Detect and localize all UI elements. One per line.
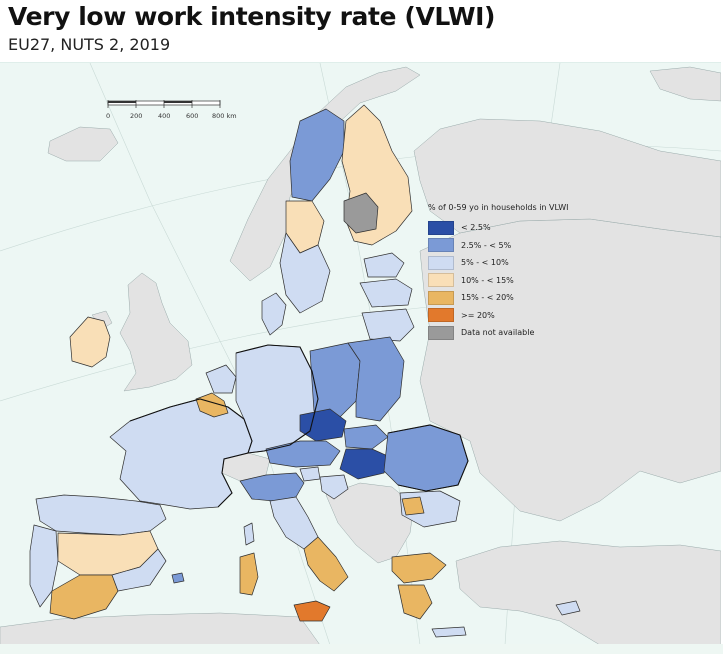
scale-tick-label: 400 [158,112,171,120]
region-denmark [261,292,287,336]
region-czechia [299,408,347,442]
legend-item: Data not available [428,324,569,342]
region-italy-centre [269,496,319,550]
region-aland [343,192,379,234]
iceland [47,126,119,162]
region-netherlands [205,364,237,394]
region-belgium [195,392,229,418]
legend-swatch [428,273,454,288]
legend-label: >= 20% [461,310,495,320]
legend-label: 2.5% - < 5% [461,240,512,250]
region-murcia-valencia [111,548,167,592]
region-latvia [359,278,413,308]
region-iberia-north [35,494,167,536]
legend-label: < 2.5% [461,223,491,233]
legend-label: 15% - < 20% [461,293,514,303]
region-portugal [29,524,59,608]
legend-label: 10% - < 15% [461,275,514,285]
region-austria [265,440,341,468]
legend-title: % of 0-59 yo in households in VLWI [428,203,569,212]
region-lithuania [361,308,415,342]
region-poland-west [309,342,361,422]
legend-swatch [428,238,454,253]
region-sicily [293,600,331,622]
legend-swatch [428,325,454,340]
western-balkans [325,482,415,564]
legend-item: 10% - < 15% [428,272,569,290]
scale-bar-graphic [107,100,221,108]
scale-tick-label: 600 [186,112,199,120]
region-crete [431,626,467,638]
great-britain [119,272,193,392]
region-greece-south [397,584,433,620]
region-bulgaria-nw [401,496,425,516]
region-hungary [339,448,391,480]
north-africa [0,612,321,645]
region-slovenia [299,466,321,482]
eu-regions [29,104,581,638]
legend-swatch [428,255,454,270]
legend-item: < 2.5% [428,219,569,237]
legend-swatch [428,290,454,305]
legend-label: Data not available [461,328,535,338]
region-sweden-south [279,232,331,314]
scale-tick-label: 800 km [212,112,237,120]
region-croatia [319,474,349,500]
region-italy-south [303,536,349,592]
map-canvas [0,62,721,645]
region-corsica [243,522,255,546]
region-slovakia [343,424,389,450]
turkey [455,540,721,645]
norway [229,66,421,282]
region-poland-east [347,336,405,422]
map-legend: % of 0-59 yo in households in VLWI < 2.5… [428,203,569,342]
legend-items: < 2.5% 2.5% - < 5% 5% - < 10% 10% - < 15% 15… [428,219,569,342]
country-borders [129,344,469,508]
map-title: Very low work intensity rate (VLWI) [8,2,496,31]
scale-bar: 0 200 400 600 800 km [104,98,237,124]
scale-tick-label: 0 [106,112,111,120]
region-sweden-north [289,108,345,202]
region-italy-north [239,472,305,502]
region-balearics [171,572,185,584]
region-andalucia [49,574,119,620]
europe-map [0,63,721,645]
legend-label: 5% - < 10% [461,258,509,268]
map-subtitle: EU27, NUTS 2, 2019 [8,35,171,54]
novaya-zemlya [649,66,721,102]
bottom-strip [0,644,723,654]
region-romania [383,424,469,492]
legend-item: 2.5% - < 5% [428,237,569,255]
region-estonia [363,252,405,278]
region-sardinia [239,552,259,596]
legend-swatch [428,220,454,235]
scale-tick-label: 200 [130,112,143,120]
region-greece-north [391,552,447,584]
legend-item: 5% - < 10% [428,254,569,272]
legend-item: >= 20% [428,307,569,325]
legend-item: 15% - < 20% [428,289,569,307]
non-eu-land [0,66,721,645]
region-cyprus [555,600,581,616]
legend-swatch [428,308,454,323]
russia-northwest [413,118,721,238]
region-ireland [69,316,111,368]
region-france [109,398,253,510]
